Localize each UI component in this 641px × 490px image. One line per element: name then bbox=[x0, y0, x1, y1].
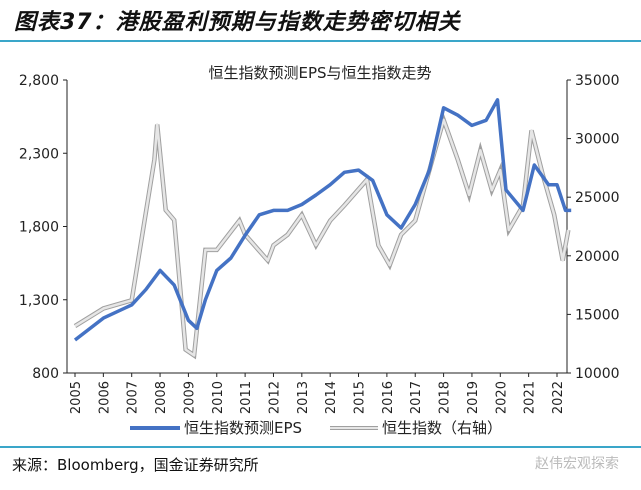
x-tick-label: 2012 bbox=[267, 381, 282, 414]
x-tick-label: 2007 bbox=[126, 381, 141, 414]
x-tick-label: 2011 bbox=[239, 381, 254, 414]
top-divider bbox=[0, 40, 641, 42]
watermark: 赵伟宏观探索 bbox=[535, 456, 619, 472]
left-tick-label: 800 bbox=[32, 366, 59, 382]
right-tick-label: 35000 bbox=[575, 73, 620, 89]
x-tick-label: 2019 bbox=[466, 381, 481, 414]
x-tick-label: 2016 bbox=[381, 381, 396, 414]
left-tick-label: 1,300 bbox=[19, 293, 59, 309]
left-tick-label: 2,300 bbox=[19, 146, 59, 162]
x-tick-label: 2006 bbox=[97, 381, 112, 414]
x-tick-label: 2014 bbox=[324, 381, 339, 414]
right-tick-label: 15000 bbox=[575, 307, 620, 323]
right-tick-label: 20000 bbox=[575, 249, 620, 265]
source-note: 来源：Bloomberg，国金证券研究所 bbox=[12, 456, 259, 474]
legend-hsi-label: 恒生指数（右轴） bbox=[382, 419, 502, 437]
x-tick-label: 2020 bbox=[494, 381, 509, 414]
figure-title: 图表37：港股盈利预期与指数走势密切相关 bbox=[14, 10, 461, 35]
left-tick-label: 2,800 bbox=[19, 73, 59, 89]
x-tick-label: 2022 bbox=[551, 381, 566, 414]
legend-eps-label: 恒生指数预测EPS bbox=[184, 419, 302, 437]
chart-title: 恒生指数预测EPS与恒生指数走势 bbox=[208, 64, 431, 82]
right-tick-label: 30000 bbox=[575, 132, 620, 148]
x-tick-label: 2009 bbox=[182, 381, 197, 414]
left-tick-label: 1,800 bbox=[19, 220, 59, 236]
bottom-divider bbox=[0, 446, 641, 448]
x-tick-label: 2013 bbox=[296, 381, 311, 414]
chart: 恒生指数预测EPS与恒生指数走势 2,800 2,300 1,800 1,300 800 3… bbox=[19, 64, 620, 437]
eps-line bbox=[73, 98, 572, 342]
right-tick-label: 25000 bbox=[575, 190, 620, 206]
x-tick-label: 2021 bbox=[523, 381, 538, 414]
x-tick-label: 2010 bbox=[211, 381, 226, 414]
x-tick-label: 2008 bbox=[154, 381, 169, 414]
x-tick-label: 2018 bbox=[438, 381, 453, 414]
x-tick-label: 2015 bbox=[353, 381, 368, 414]
hsi-line bbox=[74, 118, 570, 357]
right-tick-label: 10000 bbox=[575, 366, 620, 382]
x-tick-label: 2005 bbox=[69, 381, 84, 414]
x-tick-label: 2017 bbox=[409, 381, 424, 414]
